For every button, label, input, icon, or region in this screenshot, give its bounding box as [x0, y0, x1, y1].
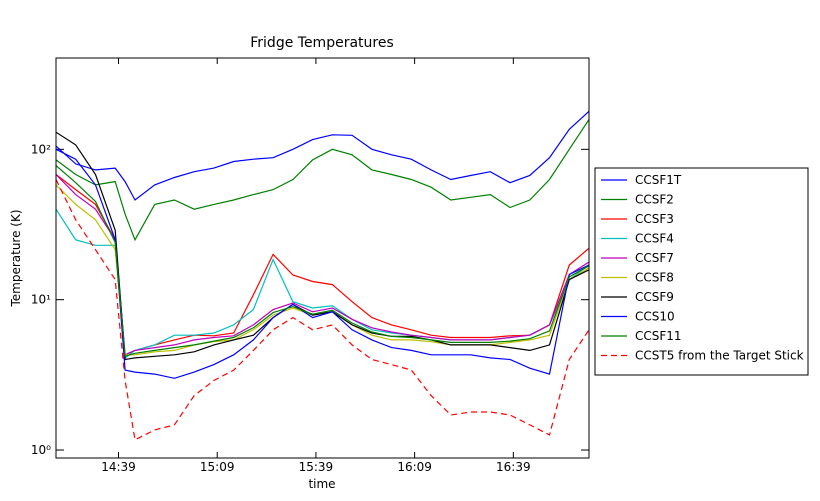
legend-label: CCSF1T [635, 173, 682, 187]
y-axis-label: Temperature (K) [9, 209, 23, 307]
legend-label: CCSF3 [635, 212, 674, 226]
legend-label: CCSF8 [635, 271, 674, 285]
y-tick-label: 10⁰ [31, 443, 51, 457]
series-line [56, 110, 589, 201]
series-line [56, 119, 589, 242]
x-tick-label: 16:39 [496, 460, 531, 474]
legend-label: CCS10 [635, 310, 675, 324]
x-tick-label: 15:09 [200, 460, 235, 474]
series-line [56, 174, 589, 356]
legend-label: CCSF4 [635, 232, 674, 246]
x-tick-label: 14:39 [101, 460, 136, 474]
plot-frame [55, 57, 590, 459]
y-tick-label: 10² [31, 142, 51, 156]
legend-label: CCSF2 [635, 193, 674, 207]
legend-label: CCSF11 [635, 329, 682, 343]
series-line [56, 148, 589, 379]
legend-label: CCSF7 [635, 251, 674, 265]
x-axis-label: time [308, 477, 335, 491]
series-line [56, 184, 589, 356]
y-tick-label: 10¹ [31, 293, 51, 307]
series-line [56, 179, 589, 441]
x-tick-label: 16:09 [397, 460, 432, 474]
chart-title: Fridge Temperatures [250, 35, 394, 51]
series-line [56, 165, 589, 358]
x-tick-label: 15:39 [299, 460, 334, 474]
legend-box [594, 167, 809, 376]
legend-label: CCSF9 [635, 290, 674, 304]
series-line [56, 131, 589, 361]
legend-label: CCST5 from the Target Stick [635, 349, 804, 363]
